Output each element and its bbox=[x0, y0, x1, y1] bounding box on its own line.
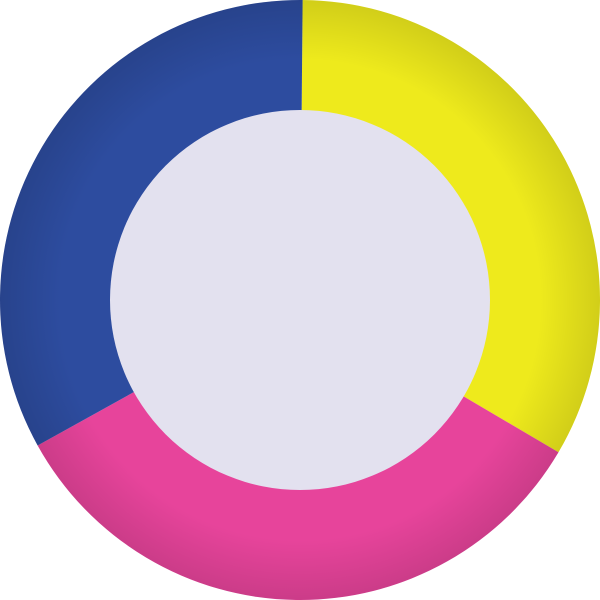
center-disc bbox=[110, 110, 490, 490]
